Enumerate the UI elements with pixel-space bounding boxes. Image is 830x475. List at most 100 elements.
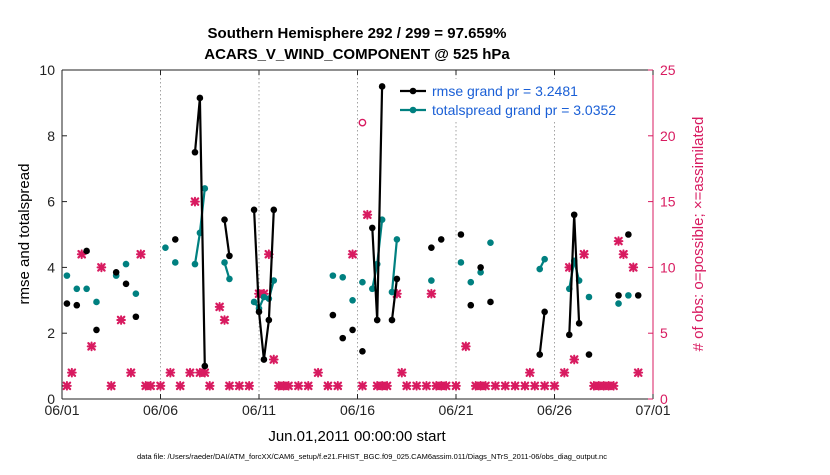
y-axis-label-right: # of obs: o=possible; ×=assimilated	[690, 117, 707, 352]
obs-assimilated-mark	[500, 381, 511, 391]
rmse-point	[373, 316, 381, 324]
rmse-point	[467, 301, 475, 309]
legend-rmse-marker	[409, 87, 417, 95]
rmse-point	[570, 211, 578, 219]
rmse-point	[437, 236, 445, 243]
obs-assimilated-mark	[175, 381, 186, 391]
rmse-point	[575, 320, 583, 327]
obs-assimilated-mark	[401, 381, 412, 391]
spread-point	[221, 259, 228, 266]
rmse-line	[538, 311, 546, 355]
rmse-point	[270, 206, 278, 214]
obs-assimilated-mark	[396, 367, 407, 378]
y-axis-label-left: rmse and totalspread	[16, 164, 33, 305]
y-tick-label-left: 10	[39, 62, 55, 78]
rmse-point	[428, 244, 435, 251]
chart-title-line2: ACARS_V_WIND_COMPONENT @ 525 hPa	[204, 46, 510, 63]
legend-spread-label: totalspread grand pr = 3.0352	[432, 102, 616, 118]
obs-assimilated-mark	[510, 381, 520, 391]
rmse-point	[536, 351, 544, 358]
spread-point	[83, 285, 90, 293]
spread-point	[536, 265, 544, 273]
spread-point	[226, 275, 233, 283]
x-tick-label: 06/01	[44, 402, 79, 418]
obs-assimilated-mark	[569, 354, 580, 365]
data-file-footnote: data file: /Users/raeder/DAI/ATM_forcXX/…	[137, 452, 607, 461]
obs-assimilated-mark	[461, 341, 471, 352]
rmse-point	[565, 331, 573, 339]
obs-assimilated-mark	[421, 381, 432, 391]
obs-assimilated-mark	[283, 381, 294, 391]
chart-title-line1: Southern Hemisphere 292 / 299 = 97.659%	[208, 25, 507, 42]
rmse-point	[487, 298, 494, 306]
rmse-point	[260, 356, 268, 363]
obs-assimilated-mark	[559, 367, 570, 378]
obs-assimilated-mark	[618, 249, 629, 260]
x-tick-label: 07/01	[635, 402, 670, 418]
spread-point	[132, 290, 140, 298]
rmse-point	[634, 292, 642, 299]
rmse-point	[615, 292, 622, 299]
obs-assimilated-mark	[525, 367, 535, 378]
spread-point	[457, 259, 465, 266]
obs-assimilated-mark	[224, 381, 235, 391]
obs-assimilated-mark	[293, 381, 304, 391]
obs-assimilated-mark	[633, 367, 644, 378]
spread-point	[467, 278, 475, 286]
spread-point	[191, 260, 199, 268]
y-tick-label-left: 2	[47, 325, 55, 341]
y-tick-label-right: 10	[660, 259, 676, 275]
obs-assimilated-mark	[86, 341, 97, 352]
y-tick-label-left: 4	[47, 259, 55, 275]
spread-point	[201, 185, 209, 192]
spread-point	[162, 244, 169, 251]
obs-assimilated-mark	[96, 262, 107, 273]
rmse-point	[201, 362, 209, 370]
obs-assimilated-mark	[165, 367, 176, 378]
obs-assimilated-mark	[155, 381, 166, 391]
rmse-point	[378, 83, 386, 90]
spread-point	[359, 278, 366, 286]
rmse-point	[585, 351, 593, 358]
spread-point	[393, 236, 401, 243]
obs-assimilated-mark	[490, 381, 501, 391]
obs-assimilated-mark	[332, 381, 343, 391]
spread-point	[171, 259, 179, 266]
obs-assimilated-mark	[199, 367, 210, 378]
y-tick-label-right: 15	[660, 194, 676, 210]
rmse-point	[171, 236, 179, 243]
obs-assimilated-mark	[219, 315, 230, 325]
obs-assimilated-mark	[116, 315, 126, 325]
obs-assimilated-mark	[135, 249, 146, 260]
rmse-point	[112, 269, 120, 276]
obs-assimilated-mark	[323, 381, 333, 391]
y-tick-label-right: 25	[660, 62, 676, 78]
spread-point	[349, 297, 356, 304]
rmse-point	[255, 308, 263, 316]
rmse-point	[83, 247, 90, 255]
rmse-point	[625, 231, 632, 238]
rmse-point	[196, 94, 204, 102]
spread-point	[388, 288, 396, 296]
spread-point	[270, 277, 278, 284]
obs-assimilated-mark	[613, 236, 624, 246]
rmse-point	[132, 313, 140, 321]
obs-assimilated-mark	[529, 381, 540, 391]
x-tick-label: 06/26	[537, 402, 572, 418]
obs-assimilated-mark	[357, 381, 368, 391]
spread-point	[122, 260, 130, 268]
rmse-point	[329, 311, 337, 319]
obs-assimilated-mark	[106, 381, 117, 391]
y-tick-label-right: 0	[660, 391, 668, 407]
spread-point	[63, 272, 71, 279]
rmse-line	[390, 278, 398, 321]
spread-point	[487, 239, 494, 247]
spread-point	[368, 285, 376, 293]
rmse-point	[349, 326, 356, 334]
obs-assimilated-mark	[608, 381, 619, 391]
obs-assimilated-mark	[234, 381, 245, 391]
obs-assimilated-mark	[451, 381, 461, 391]
rmse-point	[73, 301, 81, 309]
